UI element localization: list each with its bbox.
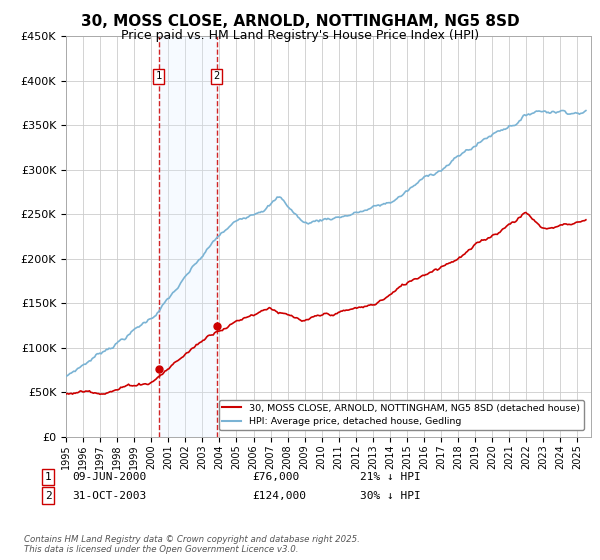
Text: 2: 2 bbox=[214, 72, 220, 81]
Text: 30% ↓ HPI: 30% ↓ HPI bbox=[360, 491, 421, 501]
Text: 21% ↓ HPI: 21% ↓ HPI bbox=[360, 472, 421, 482]
Text: Contains HM Land Registry data © Crown copyright and database right 2025.
This d: Contains HM Land Registry data © Crown c… bbox=[24, 535, 360, 554]
Bar bbox=[159, 36, 217, 437]
Text: 2: 2 bbox=[44, 491, 52, 501]
Text: Price paid vs. HM Land Registry's House Price Index (HPI): Price paid vs. HM Land Registry's House … bbox=[121, 29, 479, 42]
Legend: 30, MOSS CLOSE, ARNOLD, NOTTINGHAM, NG5 8SD (detached house), HPI: Average price: 30, MOSS CLOSE, ARNOLD, NOTTINGHAM, NG5 … bbox=[218, 400, 584, 430]
Text: 1: 1 bbox=[44, 472, 52, 482]
Text: 31-OCT-2003: 31-OCT-2003 bbox=[72, 491, 146, 501]
Text: £76,000: £76,000 bbox=[252, 472, 299, 482]
Text: 1: 1 bbox=[155, 72, 162, 81]
Text: 30, MOSS CLOSE, ARNOLD, NOTTINGHAM, NG5 8SD: 30, MOSS CLOSE, ARNOLD, NOTTINGHAM, NG5 … bbox=[80, 14, 520, 29]
Text: £124,000: £124,000 bbox=[252, 491, 306, 501]
Text: 09-JUN-2000: 09-JUN-2000 bbox=[72, 472, 146, 482]
